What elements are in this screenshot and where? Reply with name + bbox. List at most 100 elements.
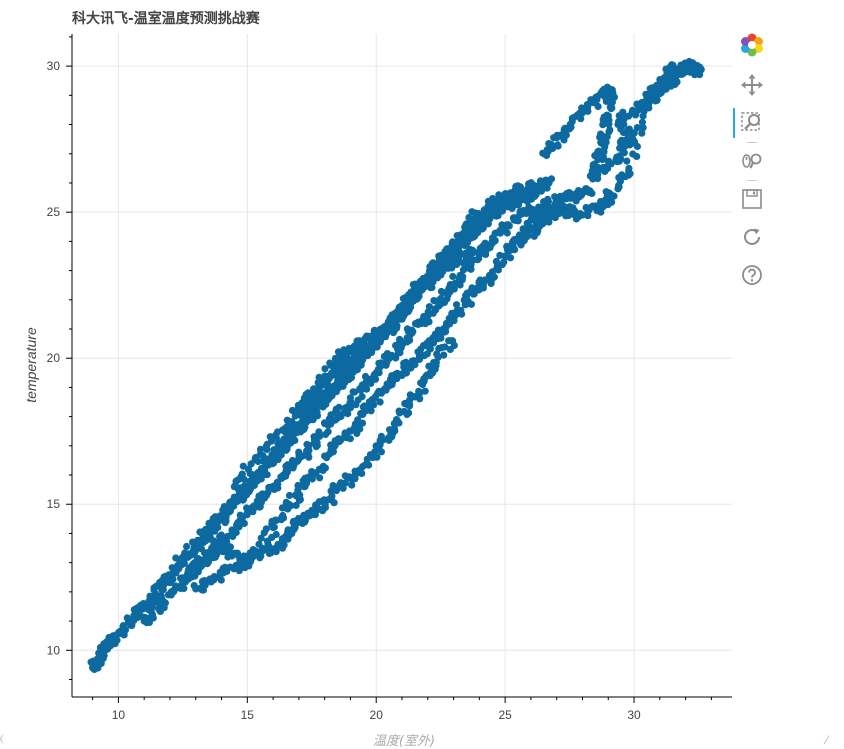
data-point — [679, 65, 688, 74]
bokeh-logo-button[interactable] — [737, 30, 767, 60]
data-point — [450, 252, 458, 260]
data-point — [361, 334, 369, 342]
data-point — [315, 505, 323, 513]
data-point — [623, 157, 631, 165]
data-point — [312, 469, 320, 477]
data-point — [346, 368, 354, 376]
data-point — [449, 272, 457, 281]
data-point — [322, 400, 330, 408]
data-point — [248, 476, 256, 484]
data-point — [388, 316, 396, 324]
data-point — [479, 210, 487, 218]
data-point — [304, 398, 312, 406]
data-point — [336, 480, 344, 488]
data-point — [629, 150, 637, 158]
reset-tool-button[interactable] — [737, 222, 767, 252]
data-point — [331, 416, 339, 424]
data-point — [370, 328, 378, 336]
data-point — [236, 558, 244, 566]
tick-marks: 10 15 20 25 30 10 15 20 25 30 — [47, 36, 712, 722]
help-icon — [742, 265, 762, 285]
data-point — [421, 387, 429, 395]
data-point — [619, 108, 627, 116]
data-point — [405, 409, 413, 417]
data-point — [457, 306, 465, 314]
scatter-points — [87, 57, 705, 674]
wheel-zoom-tool-button[interactable] — [737, 146, 767, 176]
data-point — [351, 420, 359, 428]
data-point — [470, 248, 478, 256]
data-point — [528, 195, 536, 203]
data-point — [549, 213, 557, 221]
data-point — [153, 598, 161, 606]
data-point — [467, 300, 475, 308]
data-point — [282, 498, 290, 506]
data-point — [316, 381, 324, 389]
plot-toolbar — [733, 28, 773, 308]
data-point — [567, 190, 575, 198]
data-point — [256, 445, 265, 453]
data-point — [217, 576, 225, 584]
data-point — [565, 203, 573, 211]
data-point — [603, 191, 612, 199]
data-point — [206, 533, 214, 541]
data-point — [247, 460, 255, 468]
data-point — [243, 510, 251, 518]
data-point — [224, 553, 232, 561]
data-point — [410, 357, 418, 365]
data-point — [271, 545, 279, 553]
data-point — [630, 129, 638, 137]
data-point — [617, 119, 625, 127]
data-point — [423, 313, 431, 321]
data-point — [496, 251, 504, 259]
data-point — [313, 412, 322, 420]
data-point — [425, 303, 433, 311]
data-point — [522, 229, 530, 237]
data-point — [562, 212, 570, 220]
data-point — [641, 98, 649, 106]
x-axis-label: 温度(室外) — [373, 733, 435, 749]
data-point — [461, 226, 469, 234]
x-tick-label: 10 — [112, 708, 126, 722]
data-point — [226, 543, 234, 551]
x-tick-label: 15 — [241, 708, 255, 722]
data-point — [516, 183, 525, 191]
data-point — [242, 491, 250, 499]
data-point — [201, 581, 209, 589]
pan-tool-button[interactable] — [737, 70, 767, 100]
data-point — [299, 402, 307, 410]
data-point — [373, 453, 381, 461]
data-point — [366, 345, 374, 353]
data-point — [333, 384, 341, 392]
save-tool-button[interactable] — [737, 184, 767, 214]
data-point — [377, 432, 385, 440]
data-point — [279, 514, 288, 522]
data-point — [582, 104, 590, 112]
data-point — [456, 231, 464, 239]
data-point — [242, 559, 250, 567]
data-point — [437, 287, 445, 296]
chart-title: 科大讯飞-温室温度预测挑战赛 — [72, 11, 260, 27]
data-point — [293, 427, 301, 436]
help-tool-button[interactable] — [737, 260, 767, 290]
data-point — [386, 321, 394, 329]
data-point — [336, 436, 345, 445]
data-point — [370, 401, 378, 409]
data-point — [540, 215, 548, 223]
data-point — [277, 445, 285, 453]
data-point — [183, 542, 191, 551]
data-point — [584, 206, 592, 214]
data-point — [266, 433, 274, 441]
data-point — [360, 382, 368, 390]
data-point — [453, 301, 461, 309]
data-point — [270, 485, 278, 493]
data-point — [152, 590, 160, 598]
box-zoom-tool-button[interactable] — [733, 108, 767, 138]
pan-icon — [741, 74, 763, 96]
data-point — [350, 388, 359, 396]
data-point — [509, 193, 517, 201]
data-point — [377, 448, 385, 456]
data-point — [148, 603, 156, 611]
data-point — [668, 61, 676, 69]
